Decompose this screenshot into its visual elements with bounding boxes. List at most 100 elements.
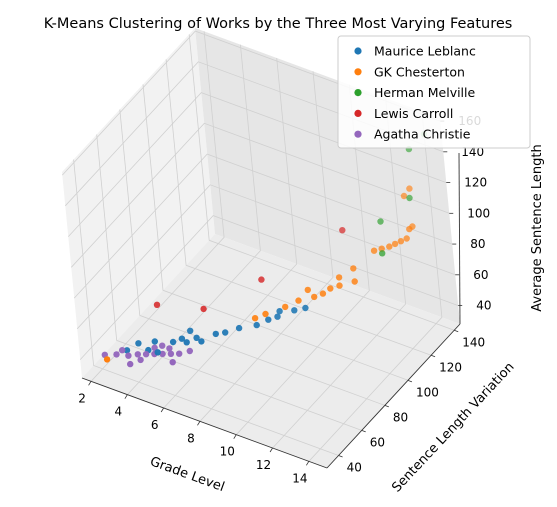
- data-point-agatha-christie: [186, 347, 193, 355]
- data-point-agatha-christie: [137, 356, 144, 364]
- data-point-gk-chesterton: [262, 310, 269, 318]
- data-point-herman-melville: [377, 218, 384, 225]
- z-axis-line: [458, 152, 461, 325]
- data-point-agatha-christie: [142, 351, 150, 358]
- y-tick-label: 100: [416, 385, 439, 399]
- legend-label: GK Chesterton: [374, 64, 465, 79]
- data-point-gk-chesterton: [351, 278, 358, 285]
- y-tick-label: 120: [439, 360, 462, 374]
- x-tick-label: 14: [292, 471, 307, 485]
- x-tick-mark: [88, 381, 92, 386]
- data-points: [101, 131, 428, 368]
- legend-marker: [354, 89, 362, 97]
- data-point-gk-chesterton: [103, 356, 111, 363]
- data-point-agatha-christie: [159, 350, 166, 358]
- z-tick-label: 60: [473, 268, 488, 282]
- data-point-maurice-leblanc: [198, 338, 205, 345]
- data-point-agatha-christie: [151, 344, 158, 351]
- x-grid-line: [272, 97, 407, 449]
- data-point-maurice-leblanc: [123, 347, 131, 354]
- x-tick-label: 10: [220, 445, 235, 459]
- data-point-herman-melville: [406, 194, 413, 202]
- data-point-gk-chesterton: [327, 285, 334, 292]
- data-point-lewis-carroll: [153, 301, 161, 308]
- data-point-gk-chesterton: [251, 315, 259, 322]
- y-tick-mark: [384, 405, 389, 408]
- data-point-herman-melville: [379, 250, 386, 257]
- y-grid-line: [119, 109, 385, 406]
- data-point-agatha-christie: [119, 347, 126, 354]
- data-point-maurice-leblanc: [302, 304, 309, 312]
- z-tick-label: 100: [467, 206, 490, 220]
- data-point-gk-chesterton: [370, 247, 378, 254]
- data-point-maurice-leblanc: [235, 324, 243, 332]
- legend-marker: [354, 109, 362, 117]
- data-point-gk-chesterton: [391, 240, 399, 248]
- data-point-maurice-leblanc: [212, 330, 219, 338]
- data-point-lewis-carroll: [258, 276, 265, 283]
- data-point-maurice-leblanc: [183, 339, 190, 346]
- data-point-maurice-leblanc: [193, 334, 200, 341]
- z-grid-line: [76, 184, 456, 330]
- data-point-gk-chesterton: [397, 238, 405, 245]
- y-tick-label: 140: [462, 335, 485, 349]
- legend-marker: [354, 47, 362, 55]
- data-point-gk-chesterton: [304, 286, 311, 294]
- z-tick-label: 80: [470, 237, 485, 251]
- data-point-gk-chesterton: [406, 185, 413, 192]
- data-point-lewis-carroll: [339, 227, 346, 234]
- data-point-gk-chesterton: [295, 297, 302, 304]
- data-point-gk-chesterton: [311, 293, 318, 301]
- x-tick-mark: [269, 447, 273, 453]
- data-point-maurice-leblanc: [222, 329, 229, 336]
- data-point-agatha-christie: [166, 345, 173, 352]
- y-grid-line: [188, 34, 455, 331]
- data-point-gk-chesterton: [403, 235, 410, 242]
- legend-label: Maurice Leblanc: [374, 44, 476, 59]
- data-point-agatha-christie: [134, 351, 141, 358]
- x-tick-label: 12: [256, 458, 271, 472]
- y-tick-label: 80: [393, 410, 408, 424]
- data-point-gk-chesterton: [282, 303, 289, 311]
- data-point-gk-chesterton: [335, 274, 343, 281]
- z-tick-label: 40: [476, 299, 491, 313]
- data-point-gk-chesterton: [406, 225, 413, 233]
- x-tick-mark: [160, 407, 165, 413]
- data-point-lewis-carroll: [200, 305, 207, 313]
- y-tick-mark: [361, 430, 366, 433]
- x-grid-line: [236, 84, 370, 435]
- x-axis-line: [81, 377, 328, 469]
- z-tick-label: 120: [464, 176, 487, 190]
- data-point-maurice-leblanc: [169, 338, 177, 346]
- data-point-gk-chesterton: [386, 243, 393, 250]
- y-grid-line: [165, 59, 432, 356]
- data-point-maurice-leblanc: [265, 316, 272, 323]
- data-point-gk-chesterton: [319, 290, 327, 297]
- x-grid-line: [199, 71, 334, 422]
- x-tick-mark: [306, 461, 310, 466]
- x-tick-label: 2: [78, 391, 86, 405]
- floor-pane: [82, 234, 460, 468]
- data-point-agatha-christie: [167, 350, 175, 357]
- y-tick-mark: [454, 329, 459, 333]
- y-grid-line: [142, 84, 409, 381]
- z-grid-line: [68, 92, 447, 237]
- y-tick-label: 60: [370, 435, 385, 449]
- z-grid-line: [79, 215, 459, 360]
- legend-label: Agatha Christie: [374, 127, 471, 142]
- y-axis-line: [326, 323, 461, 469]
- legend-label: Lewis Carroll: [374, 106, 453, 121]
- data-point-maurice-leblanc: [291, 307, 298, 314]
- z-axis-label: Average Sentence Length: [530, 144, 545, 311]
- data-point-maurice-leblanc: [253, 321, 260, 329]
- x-grid-line: [308, 111, 443, 462]
- y-grid-line: [73, 159, 339, 456]
- chart-title: K-Means Clustering of Works by the Three…: [44, 16, 513, 32]
- data-point-agatha-christie: [169, 359, 176, 366]
- data-point-gk-chesterton: [400, 192, 408, 200]
- data-point-agatha-christie: [176, 350, 183, 357]
- x-grid-line: [90, 31, 225, 382]
- x-tick-label: 8: [187, 431, 195, 445]
- axis-panes: [62, 28, 460, 468]
